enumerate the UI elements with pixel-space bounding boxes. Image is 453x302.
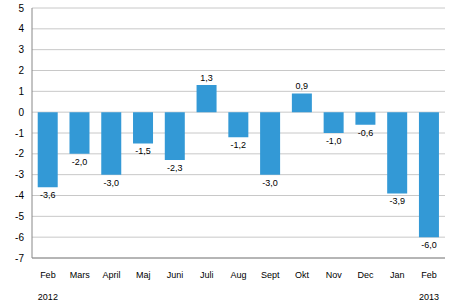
svg-text:2013: 2013 [419, 292, 439, 302]
svg-text:0,9: 0,9 [296, 81, 309, 91]
svg-text:-1,0: -1,0 [326, 136, 342, 146]
svg-text:Okt: Okt [295, 270, 310, 280]
svg-text:-1,2: -1,2 [231, 140, 247, 150]
svg-text:2: 2 [18, 65, 24, 76]
svg-text:Maj: Maj [136, 270, 151, 280]
svg-text:5: 5 [18, 3, 24, 14]
svg-text:-5: -5 [15, 211, 24, 222]
svg-text:-3,0: -3,0 [262, 178, 278, 188]
svg-text:3: 3 [18, 44, 24, 55]
svg-text:Feb: Feb [421, 270, 437, 280]
svg-text:-2: -2 [15, 148, 24, 159]
svg-text:-1,5: -1,5 [135, 146, 151, 156]
svg-text:1: 1 [18, 86, 24, 97]
svg-text:Feb: Feb [40, 270, 56, 280]
svg-text:4: 4 [18, 23, 24, 34]
svg-text:Juli: Juli [200, 270, 214, 280]
svg-text:-3,9: -3,9 [389, 196, 405, 206]
svg-text:-6: -6 [15, 232, 24, 243]
svg-text:-0,6: -0,6 [358, 128, 374, 138]
svg-text:2012: 2012 [38, 292, 58, 302]
svg-text:April: April [102, 270, 120, 280]
svg-text:Dec: Dec [358, 270, 375, 280]
svg-text:0: 0 [18, 107, 24, 118]
svg-text:-3: -3 [15, 169, 24, 180]
svg-text:1,3: 1,3 [200, 73, 213, 83]
svg-text:Nov: Nov [326, 270, 343, 280]
svg-text:Sept: Sept [261, 270, 280, 280]
svg-text:-2,0: -2,0 [72, 157, 88, 167]
svg-text:-1: -1 [15, 128, 24, 139]
svg-text:Aug: Aug [230, 270, 246, 280]
svg-text:-6,0: -6,0 [421, 240, 437, 250]
svg-text:-2,3: -2,3 [167, 163, 183, 173]
svg-text:Juni: Juni [167, 270, 184, 280]
svg-text:-7: -7 [15, 253, 24, 264]
svg-text:-3,6: -3,6 [40, 190, 56, 200]
svg-text:Jan: Jan [390, 270, 405, 280]
svg-text:-3,0: -3,0 [103, 178, 119, 188]
svg-text:-4: -4 [15, 190, 24, 201]
svg-text:Mars: Mars [70, 270, 90, 280]
